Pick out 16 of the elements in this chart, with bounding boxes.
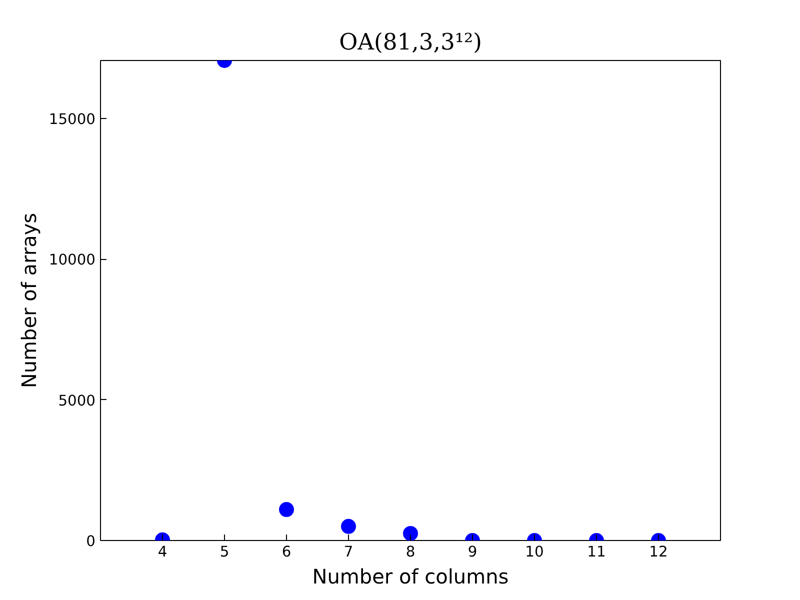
x-tick-label: 12 <box>649 544 668 560</box>
y-tick-label: 0 <box>86 533 96 550</box>
chart-title: OA(81,3,3¹²) <box>339 30 482 56</box>
y-tick-label: 5000 <box>58 392 96 410</box>
x-tick-label: 8 <box>406 544 416 560</box>
y-axis-title: Number of arrays <box>16 212 41 388</box>
x-tick-label: 9 <box>468 544 478 560</box>
y-tick-label: 15000 <box>48 110 96 128</box>
x-axis-title: Number of columns <box>312 564 509 588</box>
x-tick-label: 5 <box>220 544 230 560</box>
x-tick-label: 11 <box>587 544 606 560</box>
x-tick-label: 7 <box>344 544 354 560</box>
y-tick-label: 10000 <box>48 252 96 269</box>
x-tick-label: 6 <box>282 544 292 560</box>
x-tick-label: 4 <box>158 544 168 560</box>
x-tick-label: 10 <box>525 544 544 560</box>
